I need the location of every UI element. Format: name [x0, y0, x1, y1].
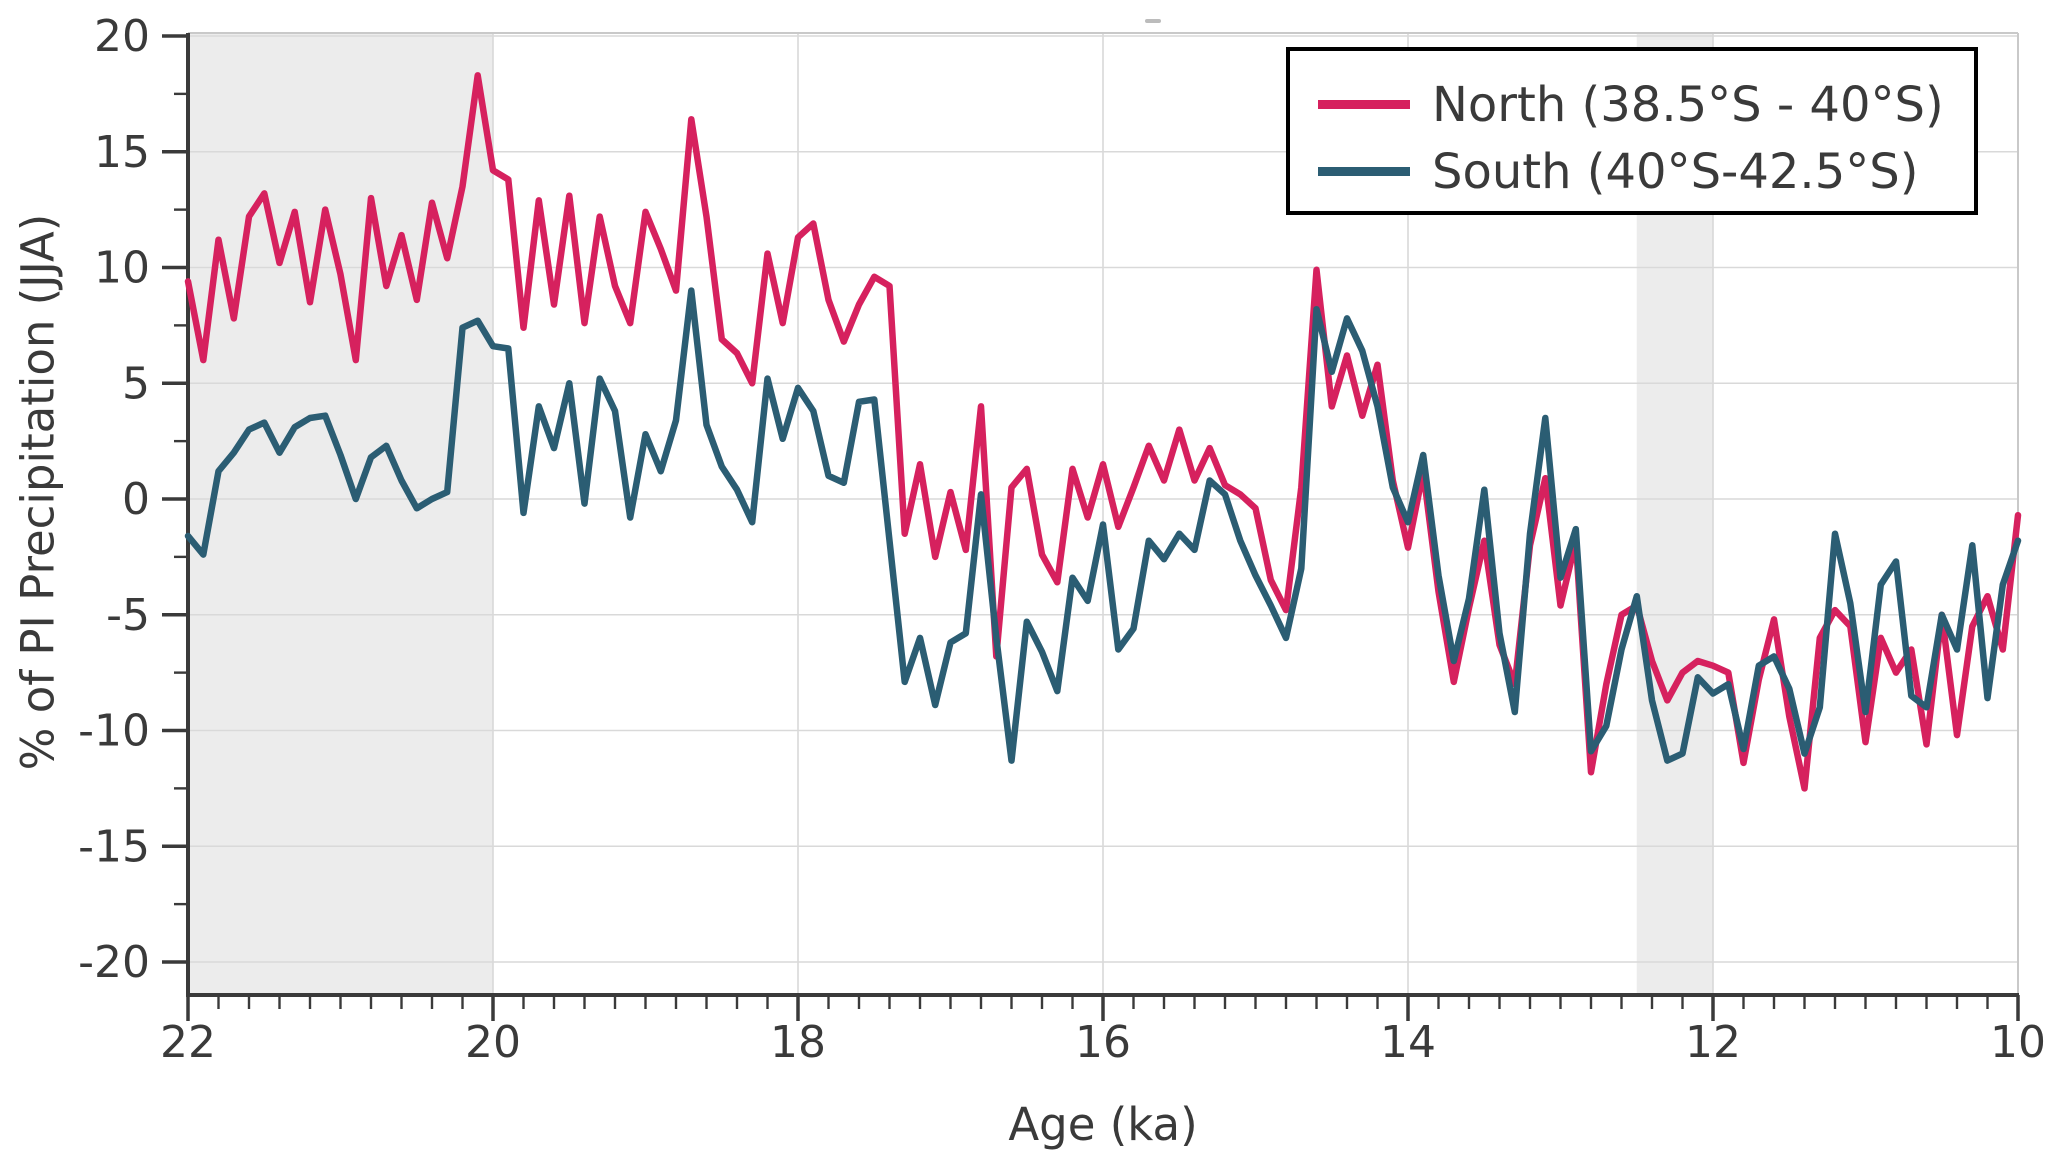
artifact-dash — [1145, 19, 1161, 23]
y-tick-label-5: 5 — [122, 358, 150, 409]
axis-ticks — [162, 34, 2020, 1021]
legend-item-south: South (40°S-42.5°S) — [1290, 138, 1974, 205]
data-series — [184, 72, 2022, 792]
series-south-line — [184, 287, 2022, 764]
legend-item-north: North (38.5°S - 40°S) — [1290, 71, 1974, 138]
x-tick-label-12: 12 — [1685, 1017, 1741, 1068]
x-tick-label-16: 16 — [1075, 1017, 1131, 1068]
y-tick-label--15: -15 — [78, 821, 150, 872]
series-north-line — [184, 72, 2022, 792]
axis-tick-labels: 22 20 18 16 14 12 10 20 15 10 5 0 -5 -10 -15 -20 — [78, 11, 2046, 1068]
south-line-swatch — [1318, 167, 1410, 176]
x-tick-label-10: 10 — [1990, 1017, 2046, 1068]
legend-label-north: North (38.5°S - 40°S) — [1432, 76, 1944, 133]
north-line-swatch — [1318, 100, 1410, 109]
legend-label-south: South (40°S-42.5°S) — [1432, 143, 1919, 200]
x-axis-title: Age (ka) — [1008, 1098, 1198, 1151]
x-tick-label-20: 20 — [465, 1017, 521, 1068]
x-tick-label-18: 18 — [770, 1017, 826, 1068]
x-tick-label-22: 22 — [160, 1017, 216, 1068]
y-tick-label-15: 15 — [94, 127, 150, 178]
x-tick-label-14: 14 — [1380, 1017, 1436, 1068]
y-axis-title: % of PI Precipitation (JJA) — [11, 213, 65, 771]
y-tick-label-0: 0 — [122, 474, 150, 525]
y-tick-label--20: -20 — [78, 937, 150, 988]
y-tick-label--10: -10 — [78, 706, 150, 757]
legend: North (38.5°S - 40°S) South (40°S-42.5°S… — [1286, 47, 1978, 215]
y-tick-label-20: 20 — [94, 11, 150, 62]
y-tick-label-10: 10 — [94, 243, 150, 294]
shaded-band-0 — [188, 33, 493, 995]
y-tick-label--5: -5 — [106, 590, 150, 641]
